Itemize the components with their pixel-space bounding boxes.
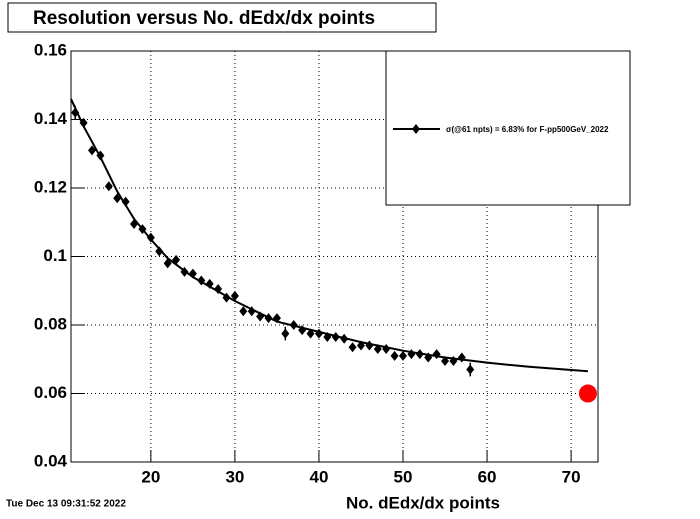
data-point [432,349,441,360]
data-point [356,340,365,351]
data-point [281,328,290,339]
data-point [104,181,113,192]
data-point [415,349,424,360]
y-tick-label: 0.12 [34,177,67,196]
data-point [222,292,231,303]
y-tick-label: 0.1 [43,246,67,265]
data-point [188,268,197,279]
data-point [407,349,416,360]
x-tick-label: 40 [309,467,328,486]
data-point [130,218,139,229]
data-point [340,333,349,344]
title-box [7,2,437,33]
x-tick-label: 60 [478,467,497,486]
data-point [466,364,475,375]
x-tick-label: 50 [394,467,413,486]
data-point [441,355,450,366]
data-point [264,313,273,324]
data-point [365,340,374,351]
y-tick-label: 0.16 [34,40,67,59]
data-point [197,275,206,286]
data-point [79,117,88,128]
data-point [424,352,433,363]
data-point [205,278,214,289]
y-tick-label: 0.06 [34,383,67,402]
data-point [214,284,223,295]
y-tick-label: 0.14 [34,109,68,128]
data-point [348,342,357,353]
chart-title: Resolution versus No. dEdx/dx points [33,8,375,29]
data-point [298,325,307,336]
data-point [172,254,181,265]
data-point [256,311,265,322]
data-point [146,232,155,243]
data-point [390,350,399,361]
data-point [373,343,382,354]
legend-marker [412,124,420,134]
data-point [230,290,239,301]
fit-line [70,98,588,373]
data-point [121,196,130,207]
data-point [449,355,458,366]
data-point [180,266,189,277]
data-point [71,107,80,118]
data-point [323,331,332,342]
data-point [239,306,248,317]
data-point [96,150,105,161]
data-point [331,331,340,342]
reference-marker [578,384,597,403]
data-point [113,193,122,204]
data-point [399,350,408,361]
legend-label: σ(@61 npts) = 6.83% for F-pp500GeV_2022 [446,125,609,134]
data-point [163,258,172,269]
data-point [272,313,281,324]
data-point [306,328,315,339]
data-point [155,246,164,257]
data-point [457,352,466,363]
data-point [382,343,391,354]
x-axis-label: No. dEdx/dx points [346,493,500,512]
x-tick-label: 20 [141,467,160,486]
data-point [138,224,147,235]
y-tick-label: 0.04 [34,451,68,470]
data-point [289,320,298,330]
x-tick-label: 70 [562,467,581,486]
data-point [247,306,256,317]
x-tick-label: 30 [225,467,244,486]
data-point [88,145,97,156]
y-tick-label: 0.08 [34,314,67,333]
timestamp: Tue Dec 13 09:31:52 2022 [6,499,126,510]
data-point [314,328,323,339]
